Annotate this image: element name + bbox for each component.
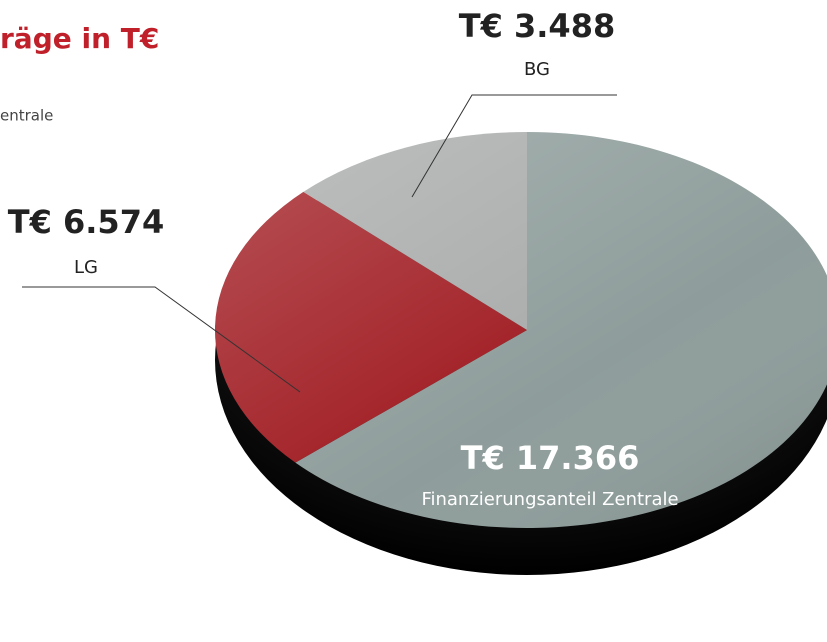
leader-line (411, 94, 617, 198)
subtitle: entrale (0, 107, 53, 125)
data-label: T€ 17.366 (461, 439, 640, 477)
slice-label: Finanzierungsanteil Zentrale (421, 489, 678, 510)
data-label: T€ 3.488 (459, 7, 615, 45)
slice-label: BG (524, 59, 550, 80)
chart-title: räge in T€ (0, 22, 159, 55)
slice-label: LG (74, 257, 98, 278)
leader-line (22, 286, 301, 393)
data-label: T€ 6.574 (8, 203, 164, 241)
